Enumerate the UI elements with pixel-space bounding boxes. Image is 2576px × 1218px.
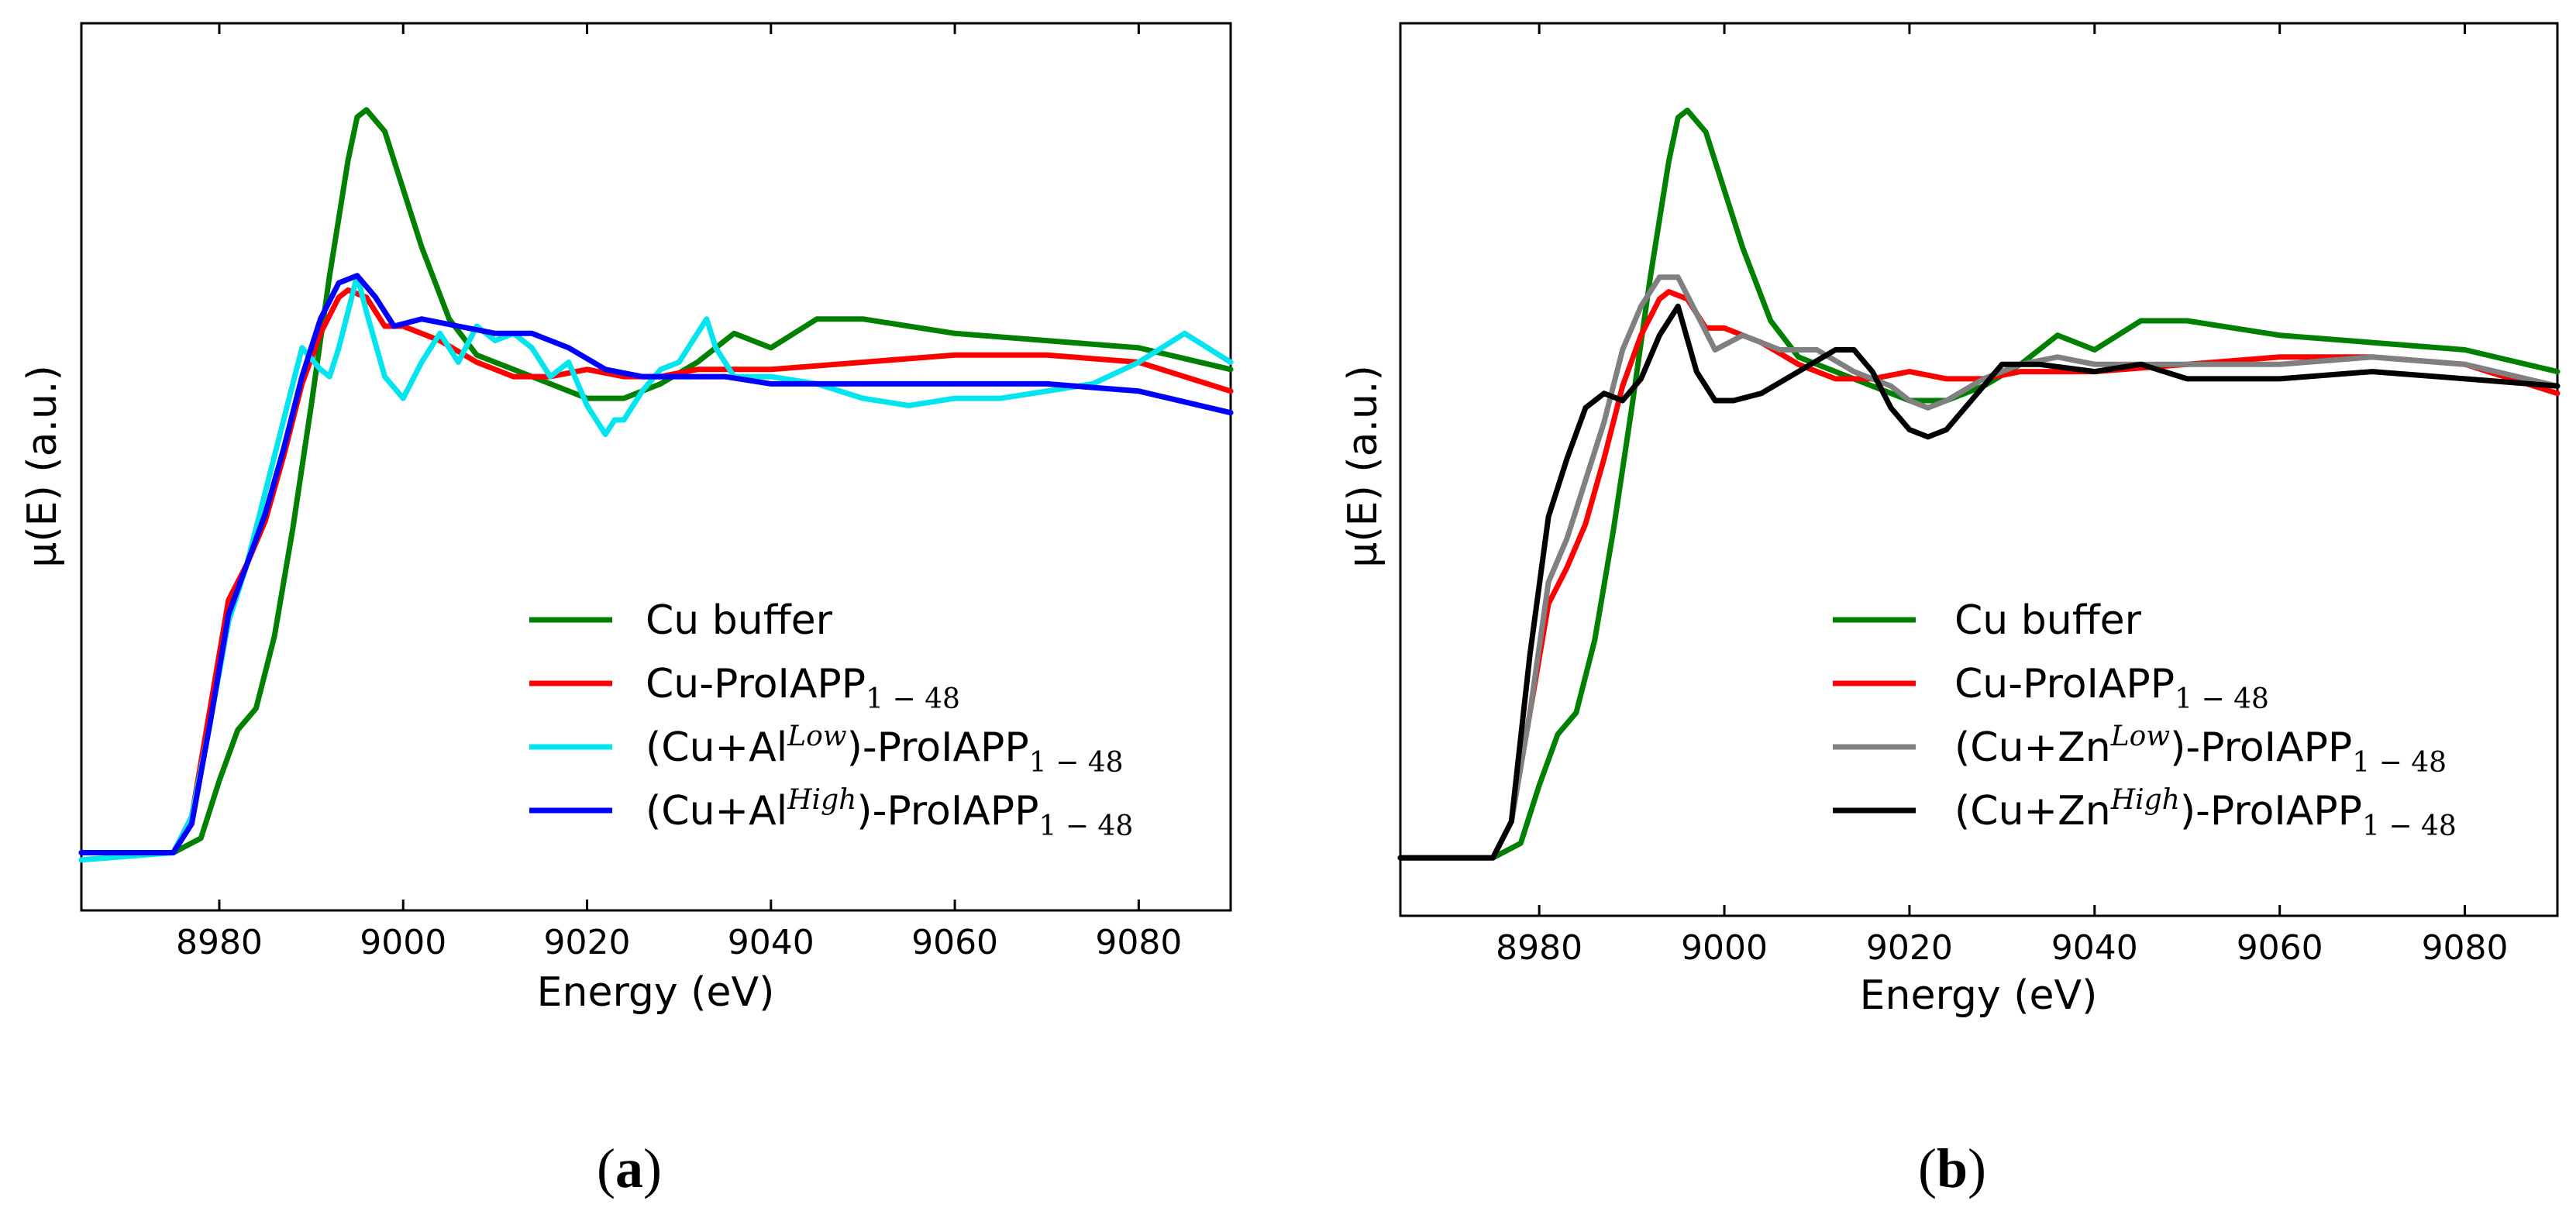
panel-a-legend-entry-2: (Cu+AlLow)-ProIAPP1 − 48 (646, 721, 1124, 779)
panel-a-x-tick-label: 9020 (544, 923, 631, 962)
panel-b-legend-entry-2: (Cu+ZnLow)-ProIAPP1 − 48 (1954, 721, 2447, 779)
panel-b-legend-entry-0: Cu buffer (1954, 597, 2142, 644)
panel-a-series-line-2 (78, 273, 1234, 863)
panel-b-x-ticks: 8980 9000 9020 9040 9060 9080 (1496, 23, 2509, 968)
panel-b-legend: Cu buffer Cu-ProIAPP1 − 48 (Cu+ZnLow)-ProI… (1833, 597, 2457, 842)
panel-b-label: (b) (1918, 1137, 1986, 1199)
panel-b-x-tick-label: 9020 (1866, 928, 1953, 968)
panel-a-legend: Cu buffer Cu-ProIAPP1 − 48 (Cu+AlLow)-ProI… (529, 597, 1133, 842)
panel-b-chart: 8980 9000 9020 9040 9060 9080 Energy (eV) μ(E… (1340, 22, 2561, 1199)
panel-a-label: (a) (597, 1137, 662, 1199)
panel-b-plot-frame (1399, 22, 2559, 917)
panel-b-legend-entry-1: Cu-ProIAPP1 − 48 (1954, 661, 2269, 715)
panel-b-x-tick-label: 9080 (2422, 928, 2509, 968)
panel-b-series-line-2 (1397, 274, 2561, 861)
panel-a-legend-entry-3: (Cu+AlHigh)-ProIAPP1 − 48 (646, 784, 1133, 842)
panel-a-y-axis-title: μ(E) (a.u.) (19, 365, 66, 568)
panel-a-letter: a (615, 1137, 643, 1199)
panel-b-series-line-0 (1397, 107, 2561, 861)
panel-a-legend-entry-0: Cu buffer (646, 597, 833, 644)
panel-a-x-tick-label: 9000 (360, 923, 446, 962)
panel-a-x-ticks: 8980 9000 9020 9040 9060 9080 (176, 23, 1182, 962)
panel-b-x-tick-label: 9060 (2237, 928, 2323, 968)
panel-b-legend-entry-3: (Cu+ZnHigh)-ProIAPP1 − 48 (1954, 784, 2457, 842)
panel-b-x-tick-label: 9040 (2051, 928, 2138, 968)
panel-b-x-tick-label: 9000 (1681, 928, 1768, 968)
panel-b-series-lines (1397, 107, 2561, 861)
panel-a-x-tick-label: 9040 (728, 923, 814, 962)
panel-a-series-line-3 (78, 273, 1234, 855)
panel-a-series-lines (78, 107, 1234, 863)
panel-b-x-axis-title: Energy (eV) (1860, 972, 2098, 1019)
panel-a-chart: 8980 9000 9020 9040 9060 9080 Energy (eV) μ(E… (19, 22, 1234, 1199)
panel-b-y-axis-title: μ(E) (a.u.) (1340, 365, 1386, 568)
panel-a-x-axis-title: Energy (eV) (537, 969, 775, 1016)
panel-a-x-tick-label: 8980 (176, 923, 263, 962)
panel-a-series-line-0 (78, 107, 1234, 855)
panel-b-x-tick-label: 8980 (1496, 928, 1582, 968)
panel-a-x-tick-label: 9080 (1095, 923, 1182, 962)
panel-a-x-tick-label: 9060 (911, 923, 998, 962)
panel-b-letter: b (1937, 1137, 1968, 1199)
panel-b-series-line-3 (1397, 303, 2561, 861)
panel-a-legend-entry-1: Cu-ProIAPP1 − 48 (646, 661, 960, 715)
panel-a-plot-frame (80, 22, 1232, 912)
